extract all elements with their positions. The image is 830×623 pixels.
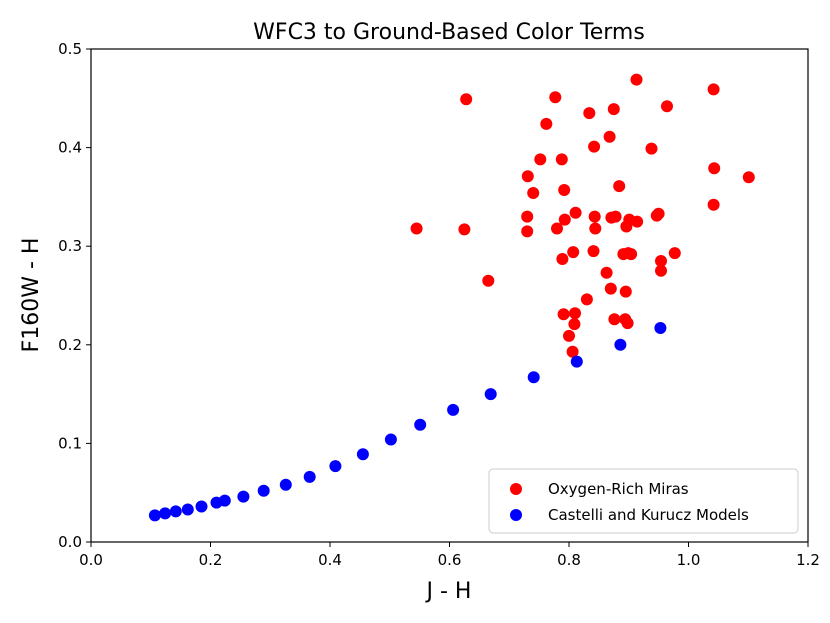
y-tick-label-0: 0.0	[58, 533, 82, 551]
data-point-castelli-and-kurucz-models-14	[414, 418, 427, 431]
data-point-oxygen-rich-miras-3	[707, 83, 720, 96]
x-tick-label-2: 0.4	[318, 551, 342, 569]
data-point-oxygen-rich-miras-44	[600, 266, 613, 279]
y-tick-label-4: 0.4	[58, 139, 82, 157]
data-point-oxygen-rich-miras-47	[604, 282, 617, 295]
data-point-oxygen-rich-miras-10	[588, 140, 601, 153]
data-point-oxygen-rich-miras-45	[655, 264, 667, 277]
legend-marker-castelli-kurucz-models	[510, 509, 522, 521]
legend: Oxygen-Rich Miras Castelli and Kurucz Mo…	[488, 468, 799, 534]
x-axis: 0.0 0.2 0.4 0.6 0.8 1.0 1.2	[79, 542, 820, 569]
data-point-oxygen-rich-miras-27	[631, 215, 644, 228]
data-point-oxygen-rich-miras-40	[625, 248, 638, 261]
data-point-oxygen-rich-miras-20	[521, 210, 534, 223]
data-point-oxygen-rich-miras-6	[583, 107, 596, 120]
data-point-castelli-and-kurucz-models-1	[159, 507, 172, 520]
data-point-oxygen-rich-miras-22	[558, 213, 571, 226]
y-tick-label-2: 0.2	[58, 336, 82, 354]
data-point-oxygen-rich-miras-52	[608, 313, 621, 326]
data-point-castelli-and-kurucz-models-19	[614, 338, 627, 351]
data-point-oxygen-rich-miras-31	[458, 223, 471, 236]
data-point-oxygen-rich-miras-18	[558, 184, 571, 196]
y-tick-label-1: 0.1	[58, 434, 82, 452]
data-point-oxygen-rich-miras-15	[742, 171, 755, 184]
data-point-castelli-and-kurucz-models-20	[654, 322, 667, 334]
data-point-oxygen-rich-miras-34	[589, 222, 602, 235]
data-point-castelli-and-kurucz-models-0	[148, 509, 161, 522]
data-point-oxygen-rich-miras-13	[521, 170, 534, 183]
data-point-oxygen-rich-miras-19	[707, 198, 720, 211]
data-point-oxygen-rich-miras-43	[668, 247, 681, 260]
data-point-castelli-and-kurucz-models-11	[329, 460, 342, 473]
data-point-oxygen-rich-miras-56	[563, 329, 575, 342]
y-axis: 0.0 0.1 0.2 0.3 0.4 0.5	[58, 40, 91, 551]
data-point-oxygen-rich-miras-23	[588, 210, 601, 223]
legend-label-castelli-kurucz-models: Castelli and Kurucz Models	[548, 506, 749, 524]
data-point-oxygen-rich-miras-35	[620, 220, 633, 233]
y-axis-title: F160W - H	[19, 238, 44, 353]
data-point-oxygen-rich-miras-16	[613, 180, 626, 193]
data-point-castelli-and-kurucz-models-4	[195, 500, 208, 513]
data-point-oxygen-rich-miras-54	[621, 317, 634, 330]
legend-marker-oxygen-rich-miras	[510, 483, 522, 495]
data-point-castelli-and-kurucz-models-16	[484, 388, 497, 401]
data-point-castelli-and-kurucz-models-15	[447, 403, 460, 416]
data-point-castelli-and-kurucz-models-6	[218, 494, 231, 507]
x-axis-title: J - H	[425, 579, 472, 604]
x-tick-label-3: 0.6	[438, 551, 462, 569]
data-point-castelli-and-kurucz-models-8	[257, 484, 270, 497]
data-point-oxygen-rich-miras-9	[645, 142, 658, 155]
data-point-oxygen-rich-miras-12	[555, 153, 568, 166]
data-point-oxygen-rich-miras-11	[534, 153, 547, 166]
data-point-oxygen-rich-miras-29	[652, 207, 665, 220]
data-point-oxygen-rich-miras-46	[482, 274, 495, 287]
data-point-oxygen-rich-miras-33	[551, 222, 563, 235]
legend-box	[488, 468, 799, 534]
data-point-oxygen-rich-miras-1	[460, 93, 473, 106]
data-point-oxygen-rich-miras-48	[619, 285, 632, 298]
y-tick-label-3: 0.3	[58, 237, 82, 255]
data-point-oxygen-rich-miras-7	[540, 117, 553, 130]
data-point-oxygen-rich-miras-4	[661, 100, 673, 113]
points-layer	[148, 73, 755, 522]
x-tick-label-5: 1.0	[677, 551, 701, 569]
data-point-oxygen-rich-miras-14	[708, 162, 721, 175]
chart-title: WFC3 to Ground-Based Color Terms	[253, 20, 645, 45]
data-point-oxygen-rich-miras-17	[527, 187, 540, 199]
data-point-castelli-and-kurucz-models-12	[356, 448, 369, 461]
data-point-oxygen-rich-miras-49	[580, 293, 593, 306]
data-point-oxygen-rich-miras-57	[566, 345, 579, 358]
data-point-oxygen-rich-miras-50	[569, 307, 581, 320]
data-point-oxygen-rich-miras-41	[556, 253, 569, 265]
data-point-oxygen-rich-miras-2	[549, 91, 562, 104]
data-point-oxygen-rich-miras-8	[603, 130, 616, 143]
data-point-oxygen-rich-miras-32	[521, 225, 534, 238]
data-point-castelli-and-kurucz-models-10	[303, 470, 316, 483]
data-point-oxygen-rich-miras-36	[567, 246, 580, 259]
data-point-oxygen-rich-miras-21	[569, 206, 582, 219]
data-point-oxygen-rich-miras-42	[655, 255, 667, 267]
x-tick-label-6: 1.2	[796, 551, 820, 569]
data-point-oxygen-rich-miras-30	[410, 222, 423, 235]
x-tick-label-4: 0.8	[557, 551, 581, 569]
data-point-castelli-and-kurucz-models-9	[279, 478, 292, 491]
data-point-castelli-and-kurucz-models-18	[570, 355, 583, 368]
data-point-oxygen-rich-miras-5	[607, 103, 620, 116]
data-point-castelli-and-kurucz-models-13	[384, 433, 397, 446]
data-point-oxygen-rich-miras-25	[609, 210, 622, 223]
data-point-oxygen-rich-miras-55	[568, 318, 581, 331]
data-point-castelli-and-kurucz-models-3	[181, 503, 194, 516]
x-tick-label-0: 0.0	[79, 551, 103, 569]
data-point-castelli-and-kurucz-models-17	[527, 371, 540, 384]
data-point-castelli-and-kurucz-models-2	[169, 505, 182, 518]
data-point-oxygen-rich-miras-37	[587, 245, 600, 258]
y-tick-label-5: 0.5	[58, 40, 82, 58]
legend-label-oxygen-rich-miras: Oxygen-Rich Miras	[548, 480, 689, 498]
data-point-oxygen-rich-miras-0	[630, 73, 643, 86]
x-tick-label-1: 0.2	[199, 551, 223, 569]
data-point-castelli-and-kurucz-models-7	[237, 490, 250, 503]
data-point-oxygen-rich-miras-51	[557, 308, 570, 321]
